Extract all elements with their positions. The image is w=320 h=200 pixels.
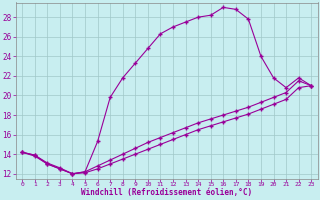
- X-axis label: Windchill (Refroidissement éolien,°C): Windchill (Refroidissement éolien,°C): [81, 188, 252, 197]
